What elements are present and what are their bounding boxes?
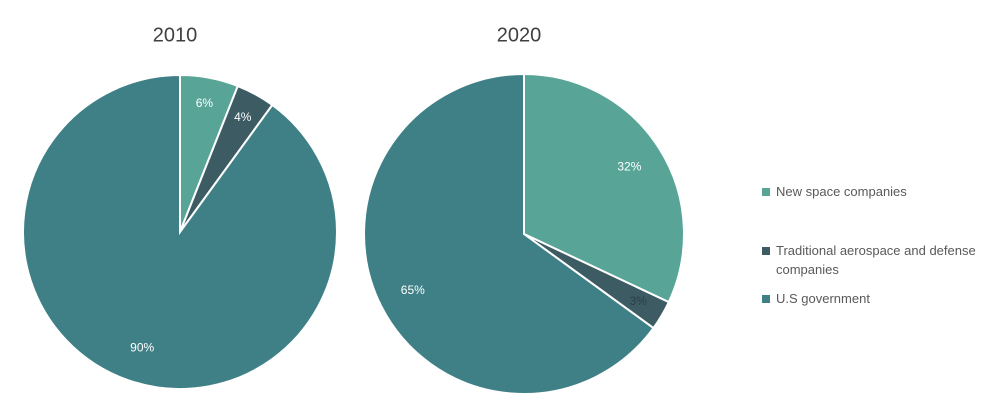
- data-label: 4%: [234, 110, 252, 124]
- legend-item: Traditional aerospace and defense compan…: [762, 241, 992, 279]
- data-label: 32%: [617, 159, 641, 173]
- legend-swatch: [762, 188, 770, 196]
- legend-label: Traditional aerospace and defense compan…: [776, 243, 976, 277]
- legend-swatch: [762, 247, 770, 255]
- legend-label: New space companies: [776, 184, 907, 199]
- legend-label: U.S government: [776, 291, 870, 306]
- data-label: 65%: [401, 283, 425, 297]
- data-label: 6%: [196, 96, 214, 110]
- pie-slice: [22, 73, 338, 390]
- pie-slice: [523, 72, 685, 304]
- legend-item: New space companies: [762, 182, 992, 201]
- pie-slice: [363, 72, 655, 395]
- data-label: 3%: [630, 294, 648, 308]
- data-label: 90%: [130, 341, 154, 355]
- chart-title: 2010: [153, 24, 198, 46]
- legend-swatch: [762, 295, 770, 303]
- legend-item: U.S government: [762, 289, 992, 308]
- chart-title: 2020: [497, 24, 542, 46]
